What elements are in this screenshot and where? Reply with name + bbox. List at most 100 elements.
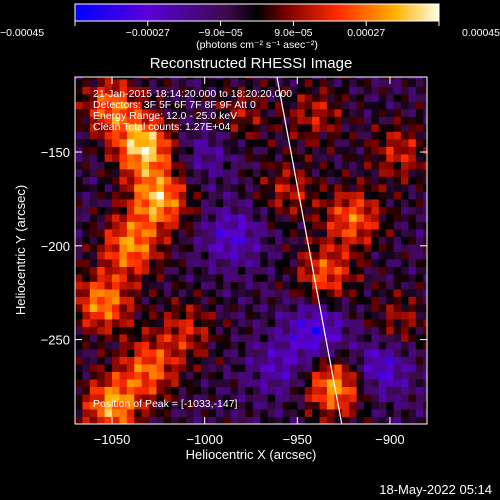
heatmap-cell (282, 78, 291, 87)
heatmap-cell (252, 138, 261, 147)
heatmap-cell (312, 78, 321, 87)
heatmap-cell (341, 123, 350, 132)
heatmap-cell (126, 228, 135, 237)
heatmap-cell (319, 243, 328, 252)
heatmap-cell (186, 243, 195, 252)
heatmap-cell (371, 348, 380, 357)
heatmap-cell (119, 318, 128, 327)
heatmap-cell (156, 168, 165, 177)
heatmap-cell (275, 311, 283, 320)
heatmap-cell (230, 296, 239, 305)
heatmap-cell (371, 198, 380, 207)
heatmap-cell (371, 93, 380, 102)
heatmap-cell (356, 333, 365, 342)
heatmap-cell (260, 78, 269, 87)
heatmap-cell (378, 386, 387, 395)
heatmap-cell (171, 296, 180, 305)
heatmap-cell (334, 206, 343, 215)
heatmap-cell (97, 333, 106, 342)
heatmap-cell (326, 318, 335, 327)
heatmap-cell (112, 318, 120, 327)
heatmap-cell (163, 318, 172, 327)
heatmap-cell (75, 131, 83, 140)
heatmap-cell (378, 408, 387, 417)
heatmap-cell (378, 161, 387, 170)
heatmap-cell (134, 138, 143, 147)
heatmap-cell (275, 221, 283, 230)
heatmap-cell (230, 393, 239, 402)
heatmap-cell (163, 341, 172, 350)
heatmap-cell (156, 77, 165, 80)
heatmap-cell (423, 183, 427, 192)
heatmap-cell (289, 311, 298, 320)
heatmap-cell (245, 363, 254, 372)
heatmap-cell (245, 273, 254, 282)
heatmap-cell (75, 138, 83, 147)
heatmap-cell (193, 213, 202, 222)
heatmap-cell (186, 198, 195, 207)
heatmap-cell (319, 176, 328, 185)
heatmap-cell (349, 101, 358, 110)
heatmap-cell (156, 161, 165, 170)
heatmap-cell (349, 161, 358, 170)
heatmap-cell (393, 183, 402, 192)
heatmap-cell (267, 108, 276, 117)
heatmap-cell (104, 296, 113, 305)
heatmap-cell (126, 93, 135, 102)
heatmap-cell (304, 258, 313, 267)
heatmap-cell (408, 236, 417, 245)
heatmap-cell (356, 168, 365, 177)
heatmap-cell (200, 393, 209, 402)
heatmap-cell (245, 123, 254, 132)
heatmap-cell (401, 93, 409, 102)
heatmap-cell (82, 198, 91, 207)
heatmap-cell (275, 273, 283, 282)
heatmap-cell (401, 236, 409, 245)
heatmap-cell (393, 311, 402, 320)
heatmap-cell (208, 183, 217, 192)
heatmap-cell (200, 198, 209, 207)
heatmap-cell (230, 198, 239, 207)
heatmap-cell (356, 243, 365, 252)
heatmap-cell (186, 401, 195, 410)
heatmap-cell (223, 288, 232, 297)
heatmap-cell (326, 153, 335, 162)
heatmap-cell (304, 401, 313, 410)
heatmap-cell (149, 191, 158, 200)
heatmap-cell (89, 93, 98, 102)
heatmap-cell (186, 408, 195, 417)
heatmap-cell (149, 318, 158, 327)
heatmap-cell (371, 228, 380, 237)
heatmap-cell (297, 77, 306, 80)
heatmap-cell (126, 341, 135, 350)
heatmap-cell (230, 116, 239, 125)
heatmap-cell (238, 153, 246, 162)
heatmap-cell (371, 146, 380, 155)
heatmap-cell (82, 101, 91, 110)
heatmap-cell (252, 348, 261, 357)
heatmap-cell (193, 356, 202, 365)
heatmap-cell (304, 183, 313, 192)
heatmap-cell (260, 363, 269, 372)
heatmap-cell (304, 273, 313, 282)
heatmap-cell (415, 356, 424, 365)
heatmap-cell (89, 281, 98, 290)
heatmap-cell (326, 221, 335, 230)
heatmap-cell (415, 198, 424, 207)
heatmap-cell (97, 101, 106, 110)
heatmap-cell (408, 318, 417, 327)
heatmap-cell (104, 288, 113, 297)
heatmap-cell (97, 296, 106, 305)
heatmap-cell (97, 236, 106, 245)
heatmap-cell (134, 296, 143, 305)
heatmap-cell (349, 213, 358, 222)
heatmap-cell (104, 363, 113, 372)
heatmap-cell (334, 138, 343, 147)
heatmap-cell (230, 131, 239, 140)
heatmap-cell (112, 198, 120, 207)
heatmap-cell (163, 251, 172, 260)
heatmap-cell (260, 228, 269, 237)
heatmap-cell (156, 236, 165, 245)
heatmap-cell (312, 123, 321, 132)
heatmap-cell (415, 101, 424, 110)
